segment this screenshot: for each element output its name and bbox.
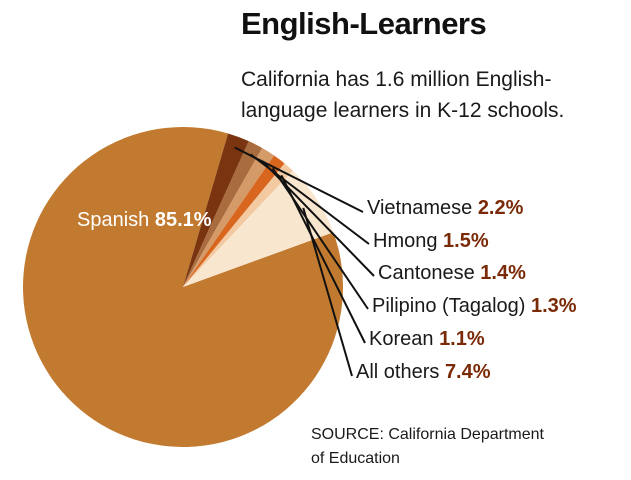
value-label: 85.1% (155, 209, 212, 231)
category-name: Cantonese (378, 262, 480, 284)
pie-slices (22, 127, 343, 448)
category-name: Korean (369, 328, 439, 350)
slice-label-spanish: Spanish 85.1% (77, 209, 212, 231)
value-label: 1.5% (443, 230, 489, 252)
chart-title: English-Learners (241, 6, 487, 41)
category-name: Vietnamese (367, 197, 478, 219)
slice-label-all-others: All others 7.4% (356, 361, 491, 383)
slice-all-others (183, 170, 334, 287)
value-label: 2.2% (478, 197, 524, 219)
category-name: Spanish (77, 209, 155, 231)
slice-label-pilipino-tagalog: Pilipino (Tagalog) 1.3% (372, 295, 577, 317)
slice-spanish (22, 127, 343, 448)
slice-vietnamese (183, 133, 249, 287)
subtitle-line-2: language learners in K-12 schools. (241, 99, 565, 122)
value-label: 1.1% (439, 328, 485, 350)
slice-korean (183, 163, 293, 287)
slice-label-cantonese: Cantonese 1.4% (378, 262, 526, 284)
slice-label-hmong: Hmong 1.5% (373, 230, 489, 252)
leader-line-korean (280, 174, 366, 344)
category-name: All others (356, 361, 445, 383)
source-note: SOURCE: California Department of Educati… (311, 423, 544, 471)
chart-subtitle: California has 1.6 million English- lang… (241, 64, 564, 126)
callout-leader-lines (234, 146, 375, 377)
source-line-2: of Education (311, 450, 400, 467)
subtitle-line-1: California has 1.6 million English- (241, 68, 552, 91)
slice-label-korean: Korean 1.1% (369, 328, 485, 350)
slice-pilipino-tagalog (183, 155, 285, 287)
value-label: 7.4% (445, 361, 491, 383)
category-name: Pilipino (Tagalog) (372, 295, 531, 317)
value-label: 1.3% (531, 295, 577, 317)
category-name: Hmong (373, 230, 443, 252)
slice-label-vietnamese: Vietnamese 2.2% (367, 197, 524, 219)
slice-labels: Spanish 85.1% Vietnamese 2.2% Hmong 1.5% Ca… (77, 197, 577, 383)
source-line-1: SOURCE: California Department (311, 426, 544, 443)
slice-hmong (183, 141, 263, 287)
slice-cantonese (183, 147, 275, 287)
leader-line-all-others (302, 207, 353, 377)
value-label: 1.4% (480, 262, 526, 284)
